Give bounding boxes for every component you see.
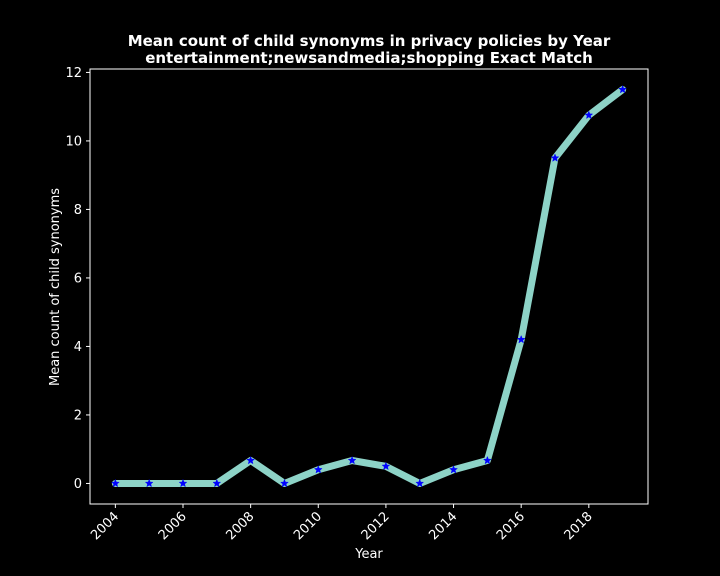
data-point-marker — [279, 478, 289, 488]
data-point-marker — [178, 478, 188, 488]
y-tick-label: 4 — [74, 340, 82, 355]
data-point-marker — [449, 465, 459, 474]
data-point-marker — [381, 461, 391, 471]
data-point-marker — [246, 455, 256, 465]
data-point-marker — [415, 478, 425, 488]
data-point-marker — [516, 334, 526, 344]
data-point-marker — [110, 478, 120, 488]
data-point-marker — [212, 478, 222, 488]
plot-frame — [89, 68, 649, 505]
y-tick-label: 8 — [74, 203, 82, 218]
chart-title-line-2: entertainment;newsandmedia;shopping Exac… — [145, 49, 593, 67]
y-tick-label: 10 — [65, 134, 82, 149]
data-point-marker — [618, 84, 628, 94]
chart-title-line-1: Mean count of child synonyms in privacy … — [128, 32, 611, 50]
data-point-marker — [584, 110, 594, 120]
y-tick-label: 12 — [65, 66, 82, 81]
y-axis-label: Mean count of child synonyms — [48, 188, 63, 386]
y-tick-label: 2 — [74, 408, 82, 423]
series-line — [111, 86, 627, 487]
y-tick-label: 0 — [74, 477, 82, 492]
data-point-marker — [347, 455, 357, 465]
x-axis-label: Year — [354, 547, 383, 562]
data-point-marker — [144, 478, 154, 488]
data-point-marker — [550, 153, 560, 162]
data-point-marker — [482, 455, 492, 465]
data-point-marker — [313, 465, 323, 474]
y-tick-label: 6 — [74, 271, 82, 286]
